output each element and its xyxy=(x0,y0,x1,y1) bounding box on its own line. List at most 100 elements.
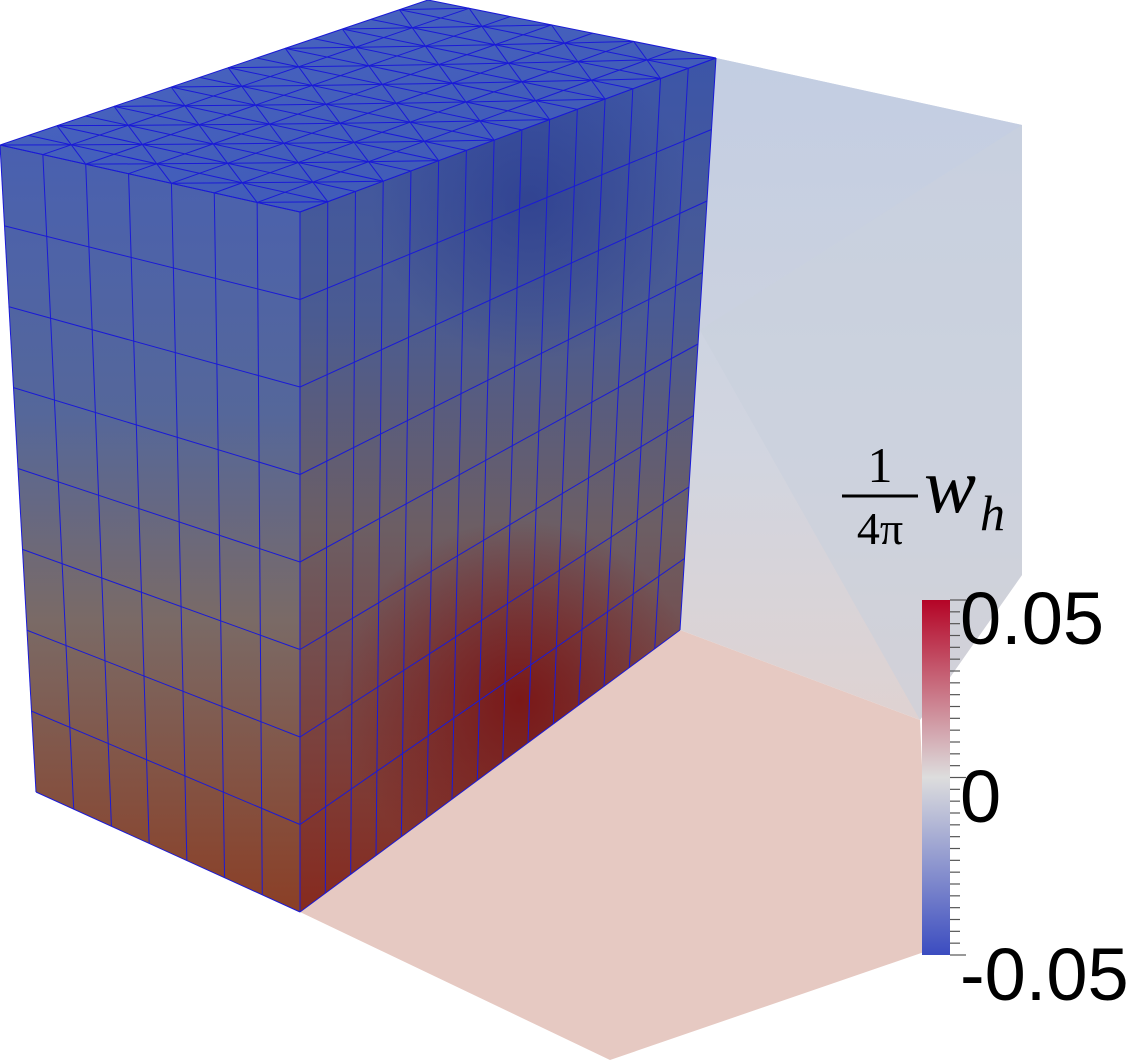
mesh-front-face xyxy=(0,145,300,912)
mesh-edge xyxy=(213,142,284,145)
mesh-solid xyxy=(0,0,717,913)
mesh-edge xyxy=(299,129,712,300)
mesh-edge xyxy=(227,162,299,164)
mesh-edge xyxy=(355,47,370,67)
mesh-edge xyxy=(241,86,256,106)
mesh-edge xyxy=(299,272,703,475)
mesh-edge xyxy=(438,64,453,84)
mesh-edge xyxy=(481,26,496,45)
mesh-edge xyxy=(479,119,550,122)
mesh-edge xyxy=(8,306,301,388)
mesh-edge xyxy=(423,141,440,161)
mesh-edge xyxy=(298,65,369,68)
mesh-edge xyxy=(395,102,411,123)
mesh-edge xyxy=(399,9,689,69)
mesh-edge xyxy=(299,415,694,650)
mesh-edge xyxy=(410,120,480,123)
mesh-edge xyxy=(646,59,661,79)
field-label: 1 4π w h xyxy=(842,437,1005,554)
mesh-edge xyxy=(283,141,355,144)
mesh-edge xyxy=(284,48,300,68)
mesh-edge xyxy=(13,387,301,475)
mesh-edge xyxy=(424,139,495,142)
mesh-edge xyxy=(141,144,158,165)
mesh-edge xyxy=(85,115,384,182)
mesh-edge xyxy=(128,24,552,175)
mesh-edge xyxy=(0,144,301,213)
field-label-numerator: 1 xyxy=(868,437,893,493)
field-label-subscript: h xyxy=(980,485,1005,541)
mesh-edge xyxy=(17,468,301,563)
mesh-edge xyxy=(399,9,413,29)
mesh-edge xyxy=(114,105,185,107)
mesh-edge xyxy=(411,27,426,47)
mesh-edge xyxy=(285,46,356,49)
mesh-edge xyxy=(212,143,228,164)
mesh-edge xyxy=(214,40,634,194)
mesh-edge xyxy=(171,182,243,184)
mesh-edge xyxy=(299,629,681,913)
mesh-edge xyxy=(299,486,690,738)
mesh-edge xyxy=(353,142,369,163)
mesh-edge xyxy=(465,100,536,103)
mesh-edge xyxy=(170,86,186,107)
mesh-edge xyxy=(142,96,439,162)
mesh-edge xyxy=(128,124,199,126)
mesh-edge xyxy=(269,123,285,144)
mesh-edge xyxy=(368,160,439,163)
mesh-edge xyxy=(425,44,496,47)
mesh-edge xyxy=(438,62,509,66)
mesh-edge xyxy=(368,65,383,85)
mesh-edge xyxy=(382,82,453,85)
mesh-edge xyxy=(468,7,483,27)
mesh-edge xyxy=(299,57,717,213)
mesh-edge xyxy=(26,629,301,738)
domain-box-back-wall xyxy=(700,125,1022,720)
mesh-edge xyxy=(577,61,592,81)
mesh-edge xyxy=(312,181,329,203)
colorbar-gradient xyxy=(922,600,950,955)
mesh-edge xyxy=(427,0,717,59)
mesh-edge xyxy=(325,103,341,124)
mesh-edge xyxy=(198,124,214,145)
mesh-edge xyxy=(409,121,425,142)
mesh-edge xyxy=(342,28,633,90)
mesh-edge xyxy=(479,120,495,141)
mesh-edge xyxy=(646,57,717,61)
mesh-edge xyxy=(31,710,301,825)
mesh-edge xyxy=(342,27,413,30)
mesh-edge xyxy=(341,28,356,48)
mesh-edge xyxy=(298,66,313,86)
mesh-edge xyxy=(228,67,522,131)
mesh-edge xyxy=(255,104,270,125)
mesh-edge xyxy=(494,44,509,64)
mesh-edge xyxy=(35,791,301,913)
mesh-edge xyxy=(396,101,466,104)
mesh-edge xyxy=(283,142,299,163)
mesh-side-coolspot xyxy=(300,58,716,912)
mesh-edge xyxy=(171,86,467,151)
mesh-edge xyxy=(633,41,648,61)
mesh-edge xyxy=(424,45,440,65)
mesh-edge xyxy=(156,163,172,184)
mesh-edge xyxy=(481,24,552,27)
mesh-edge xyxy=(521,81,537,101)
mesh-edge xyxy=(113,106,129,126)
mesh-edge xyxy=(227,67,243,87)
mesh-edge xyxy=(355,45,426,48)
mesh-edge xyxy=(495,42,565,46)
mesh-edge xyxy=(312,83,383,86)
mesh-edge xyxy=(241,182,258,203)
mesh-edge xyxy=(412,25,482,29)
domain-box-floor xyxy=(300,630,930,1060)
mesh-edge xyxy=(56,125,72,146)
mesh-edge xyxy=(299,343,699,563)
mesh-edge xyxy=(564,40,634,44)
mesh-edge xyxy=(311,85,327,105)
mesh-edge xyxy=(56,125,356,192)
colorbar: 0.05 0 -0.05 xyxy=(922,577,1129,1016)
mesh-edge xyxy=(521,79,592,83)
mesh-edge xyxy=(184,105,200,126)
colorbar-ticks xyxy=(950,599,966,956)
